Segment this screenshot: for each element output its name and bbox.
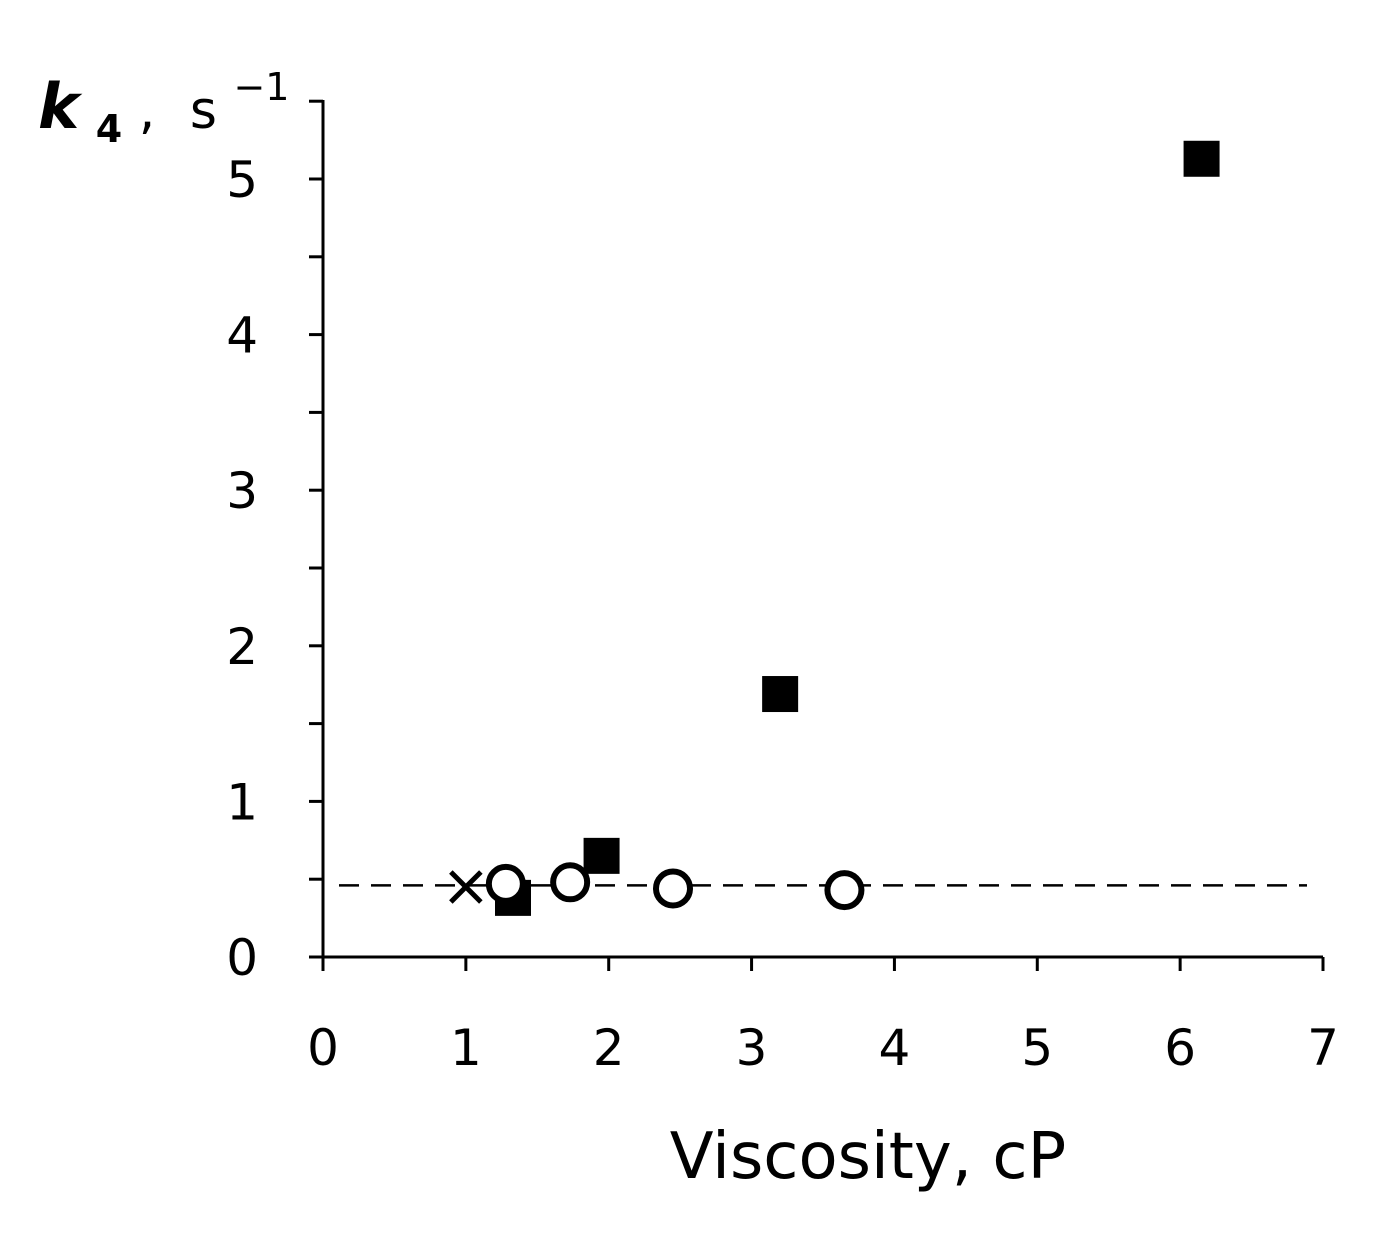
data-point-square <box>762 676 799 713</box>
data-point-circle <box>550 862 591 903</box>
y-axis-subscript: 4 <box>96 107 122 151</box>
y-axis-separator: , <box>139 81 156 141</box>
data-point-cross <box>449 870 483 904</box>
y-axis-unit-exponent: −1 <box>233 65 289 109</box>
data-point-square <box>1183 140 1220 177</box>
x-tick-label: 7 <box>1307 1019 1339 1077</box>
data-point-circle <box>824 870 865 911</box>
y-tick-label: 1 <box>226 773 258 831</box>
x-axis-title: Viscosity, cP <box>670 1120 1066 1194</box>
y-tick-label: 5 <box>226 151 258 209</box>
data-point-circle <box>653 868 693 909</box>
x-tick-label: 0 <box>307 1019 339 1077</box>
y-axis-symbol: k <box>38 70 83 143</box>
tick-marks <box>309 99 1325 971</box>
y-tick-label: 4 <box>226 307 258 365</box>
x-tick-label: 1 <box>450 1019 482 1077</box>
y-tick-label: 2 <box>226 618 258 676</box>
y-axis-unit: s <box>190 81 217 141</box>
x-tick-label: 2 <box>593 1019 625 1077</box>
y-tick-label: 3 <box>226 462 258 520</box>
cross-stroke <box>449 870 483 904</box>
y-axis-title: k 4 , s −1 <box>38 65 289 155</box>
x-tick-labels: 0 1 2 3 4 5 6 7 <box>307 1019 1339 1077</box>
x-tick-label: 6 <box>1164 1019 1196 1077</box>
data-point-circle <box>485 863 526 904</box>
x-tick-label: 4 <box>879 1019 911 1077</box>
data-points <box>449 140 1220 916</box>
y-tick-label: 0 <box>226 929 258 987</box>
y-tick-labels: 0 1 2 3 4 5 <box>226 151 258 987</box>
x-tick-label: 3 <box>736 1019 768 1077</box>
axes <box>321 100 1323 959</box>
data-point-square <box>583 837 620 874</box>
x-tick-label: 5 <box>1021 1019 1053 1077</box>
